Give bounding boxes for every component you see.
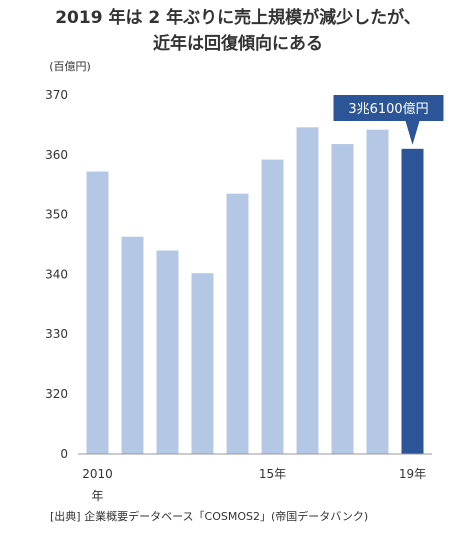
bar bbox=[331, 144, 354, 454]
bar bbox=[191, 273, 214, 454]
bar bbox=[261, 159, 284, 455]
callout-box bbox=[333, 95, 444, 121]
bar bbox=[296, 127, 319, 455]
callout-label: 3兆6100億円 bbox=[348, 101, 428, 117]
y-tick-label: 0 bbox=[60, 447, 68, 461]
y-tick-label: 360 bbox=[45, 148, 68, 162]
x-tick-label: 15年 bbox=[259, 467, 286, 481]
x-tick-label: 2010 年 bbox=[82, 467, 113, 503]
y-tick-label: 350 bbox=[45, 208, 68, 222]
chart-subtitle: 近年は回復傾向にある bbox=[153, 34, 323, 54]
bar bbox=[366, 129, 389, 454]
bar bbox=[86, 171, 109, 454]
bar bbox=[121, 236, 144, 454]
y-unit-label: (百億円) bbox=[49, 60, 91, 73]
y-tick-label: 330 bbox=[45, 327, 68, 341]
callout-pointer bbox=[405, 121, 420, 145]
y-tick-label: 370 bbox=[45, 88, 68, 102]
chart-title: 2019 年は 2 年ぶりに売上規模が減少したが、 bbox=[55, 8, 421, 28]
bar bbox=[156, 250, 179, 454]
bar-highlight bbox=[401, 148, 424, 454]
y-tick-label: 340 bbox=[45, 267, 68, 281]
y-tick-label: 320 bbox=[45, 387, 68, 401]
bar bbox=[226, 193, 249, 455]
x-tick-label: 19年 bbox=[399, 467, 426, 481]
source-note: [出典] 企業概要データベース「COSMOS2」(帝国データバンク) bbox=[50, 510, 369, 523]
